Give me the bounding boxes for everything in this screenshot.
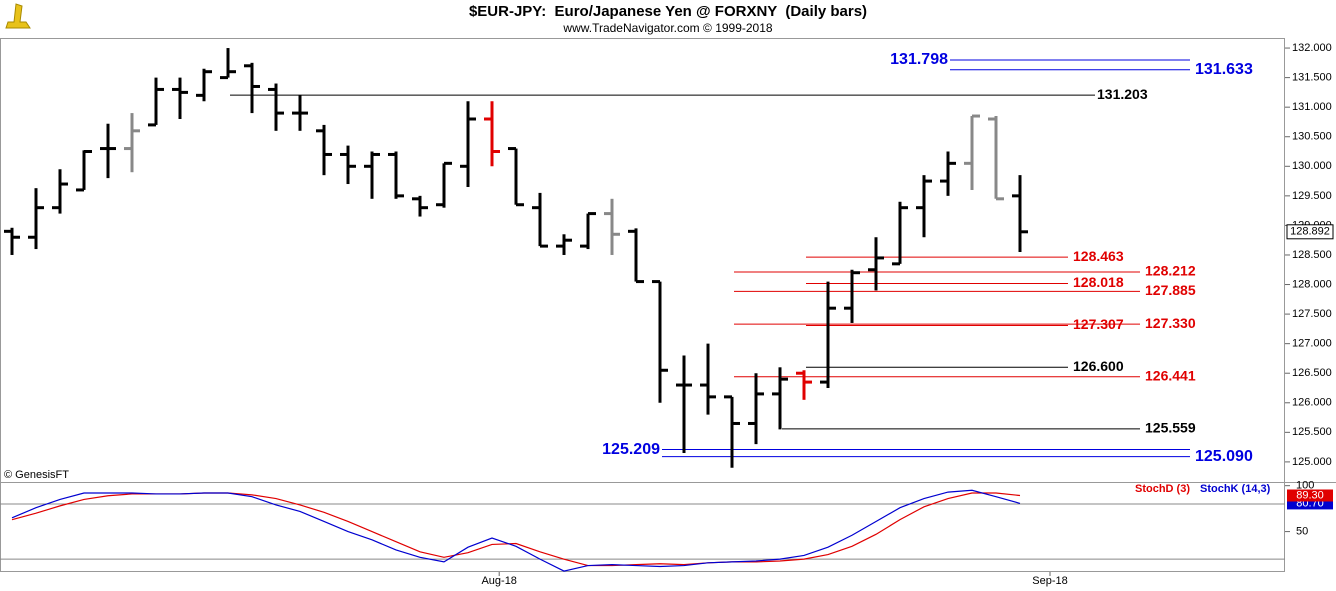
stoch-line	[11, 489, 1021, 572]
x-tick-label: Sep-18	[1032, 575, 1067, 587]
level-label: 126.600	[1073, 358, 1124, 374]
y-tick-label: 126.500	[1292, 367, 1332, 379]
plot-frame	[0, 38, 1285, 572]
y-tick-label: 132.000	[1292, 42, 1332, 54]
y-tick-label: 130.500	[1292, 131, 1332, 143]
level-label: 125.090	[1195, 448, 1253, 465]
y-tick-label: 131.000	[1292, 101, 1332, 113]
source-note: © GenesisFT	[4, 469, 69, 481]
value-label: 89.30	[1296, 489, 1324, 501]
last-price-box	[1286, 224, 1334, 240]
y-tick-label: 129.500	[1292, 190, 1332, 202]
legend-entry: StochK (14,3)	[1200, 483, 1271, 495]
level-label: 128.463	[1073, 248, 1124, 264]
level-label: 131.798	[890, 51, 948, 68]
chart-subtitle: www.TradeNavigator.com © 1999-2018	[562, 21, 772, 35]
level-label: 125.209	[602, 441, 660, 458]
level-label: 128.212	[1145, 263, 1196, 279]
level-label: 125.559	[1145, 420, 1196, 436]
level-label: 131.203	[1097, 86, 1148, 102]
level-label: 131.633	[1195, 61, 1253, 78]
y-tick-label: 127.000	[1292, 338, 1332, 350]
y-tick-label: 127.500	[1292, 308, 1332, 320]
logo	[5, 3, 31, 29]
legend-entry: StochD (3)	[1135, 483, 1190, 495]
chart-title: $EUR-JPY: Euro/Japanese Yen @ FORXNY (Da…	[469, 3, 867, 20]
logo-shape	[5, 3, 31, 29]
last-price-label: 128.892	[1290, 226, 1330, 238]
level-label: 126.441	[1145, 367, 1196, 383]
value-label-box	[1287, 489, 1333, 502]
y-tick-label: 50	[1296, 525, 1308, 537]
level-label: 127.885	[1145, 282, 1196, 298]
y-tick-label: 126.000	[1292, 397, 1332, 409]
y-tick-label: 128.000	[1292, 278, 1332, 290]
y-tick-label: 125.500	[1292, 426, 1332, 438]
y-tick-label: 125.000	[1292, 456, 1332, 468]
y-tick-label: 100	[1296, 480, 1314, 492]
y-tick-label: 131.500	[1292, 72, 1332, 84]
x-tick-label: Aug-18	[481, 575, 516, 587]
level-label: 128.018	[1073, 274, 1124, 290]
y-tick-label: 130.000	[1292, 160, 1332, 172]
level-label: 127.330	[1145, 315, 1196, 331]
y-tick-label: 128.500	[1292, 249, 1332, 261]
